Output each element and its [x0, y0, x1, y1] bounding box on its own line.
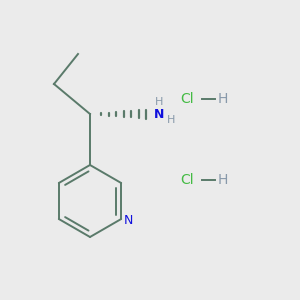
Text: Cl: Cl	[180, 92, 194, 106]
Text: H: H	[218, 92, 228, 106]
Text: H: H	[155, 97, 163, 107]
Text: N: N	[154, 107, 164, 121]
Text: Cl: Cl	[180, 173, 194, 187]
Text: H: H	[167, 115, 175, 125]
Text: N: N	[124, 214, 134, 227]
Text: H: H	[218, 173, 228, 187]
